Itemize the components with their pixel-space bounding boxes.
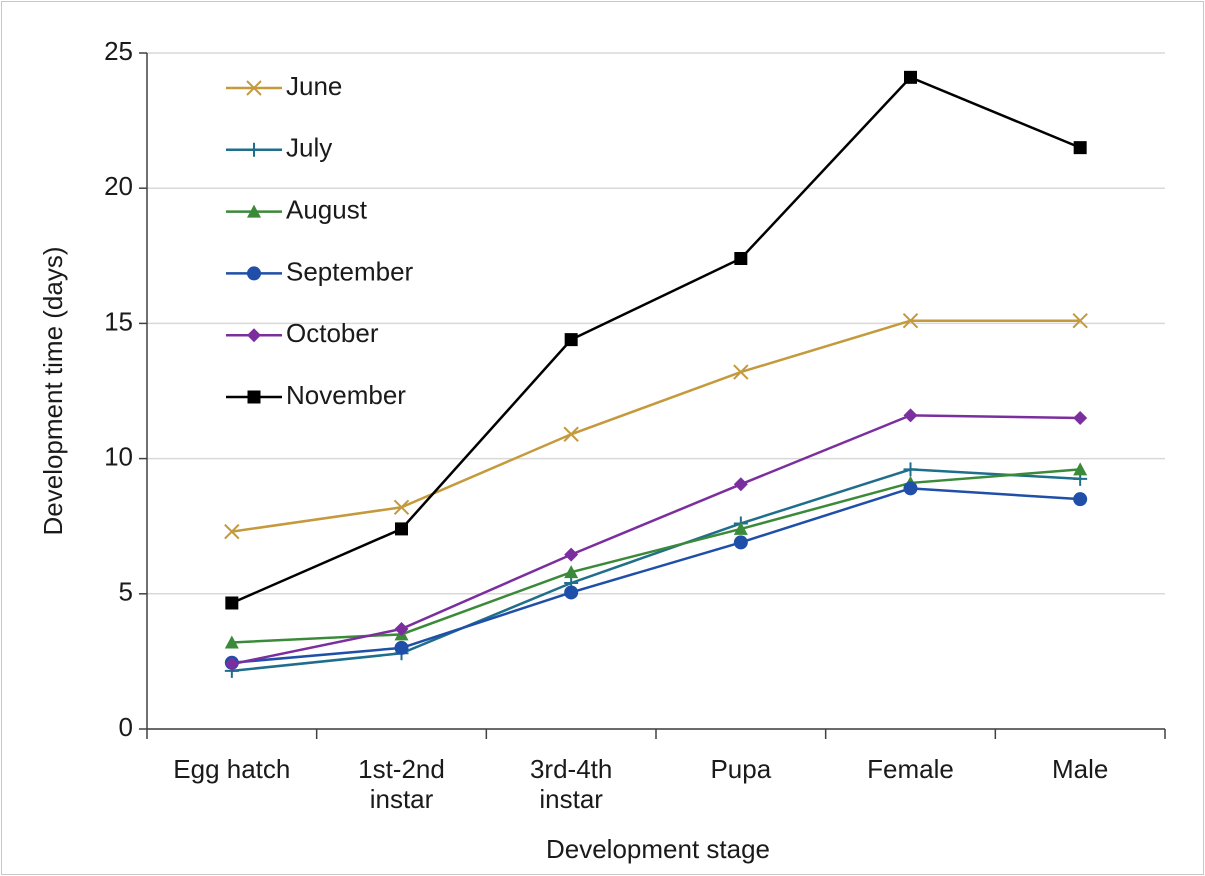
legend-label: June	[286, 71, 342, 101]
x-axis-title: Development stage	[546, 834, 770, 864]
y-tick-label: 5	[119, 577, 133, 607]
marker	[564, 565, 579, 579]
marker	[564, 585, 579, 600]
marker	[903, 462, 918, 477]
marker	[394, 621, 409, 636]
x-tick-label: Male	[1051, 754, 1109, 784]
marker	[393, 499, 410, 515]
marker	[563, 426, 579, 442]
marker	[733, 477, 748, 492]
series-line	[231, 75, 1081, 605]
marker	[224, 635, 239, 649]
legend-label: August	[286, 194, 368, 224]
y-tick-label: 0	[119, 712, 133, 742]
series-line	[231, 319, 1081, 533]
marker	[1073, 411, 1088, 426]
series-line	[231, 487, 1081, 664]
x-tick-label: Pupa	[710, 754, 772, 784]
marker	[902, 312, 919, 329]
marker	[1073, 492, 1088, 507]
marker	[247, 328, 261, 343]
x-tick-label: 1st-2nd instar	[358, 754, 445, 814]
marker	[247, 390, 261, 404]
marker	[1073, 462, 1088, 476]
marker	[395, 522, 408, 536]
series-line	[231, 468, 1081, 673]
y-tick-label: 25	[104, 36, 133, 66]
marker	[224, 657, 239, 672]
marker	[903, 408, 918, 423]
y-tick-label: 15	[104, 306, 133, 336]
marker	[394, 640, 409, 655]
x-tick-label: Egg hatch	[173, 754, 291, 784]
marker	[224, 523, 240, 540]
marker	[225, 596, 239, 610]
marker	[733, 364, 749, 380]
y-tick-label: 10	[104, 441, 133, 471]
marker	[734, 252, 748, 266]
y-tick-label: 20	[104, 171, 133, 201]
x-tick-label: 3rd-4th instar	[529, 754, 613, 814]
y-axis-title: Development time (days)	[38, 247, 68, 536]
marker	[904, 70, 917, 84]
legend-label: September	[286, 256, 414, 286]
marker	[903, 481, 918, 496]
legend-label: July	[286, 133, 332, 163]
marker	[564, 547, 579, 562]
marker	[247, 142, 261, 157]
series-line	[231, 468, 1081, 644]
legend-label: October	[286, 318, 379, 348]
marker	[1073, 141, 1087, 155]
marker	[247, 266, 261, 281]
marker	[733, 521, 748, 535]
marker	[246, 80, 262, 96]
legend-label: November	[286, 380, 406, 410]
x-tick-label: Female	[867, 754, 954, 784]
marker	[247, 204, 261, 218]
marker	[733, 535, 748, 550]
marker	[1072, 312, 1088, 329]
series-line	[231, 414, 1081, 666]
marker	[564, 333, 578, 347]
